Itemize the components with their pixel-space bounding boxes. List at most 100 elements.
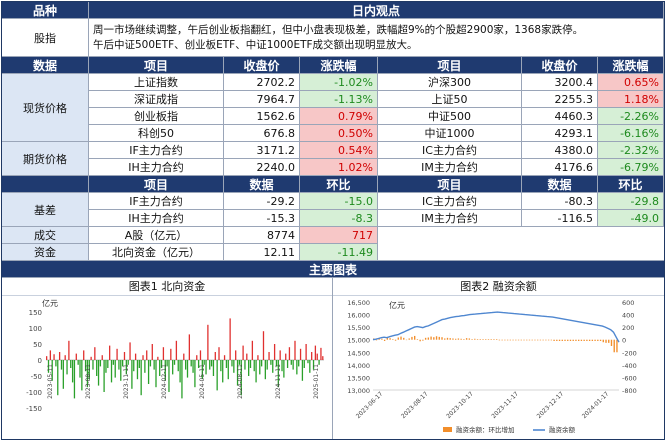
chart1-bar [265, 360, 266, 379]
chart2-bar [529, 340, 530, 341]
chart2-legend-bar-swatch [443, 427, 452, 432]
chart2-bar [471, 339, 472, 340]
futures-left-value: 2240.0 [224, 159, 300, 176]
chart1-bar [129, 342, 130, 360]
chart1-bar [200, 350, 201, 360]
chart2-bar [594, 340, 595, 341]
chart1-bar [226, 360, 227, 368]
chart2-bar [518, 340, 519, 341]
chart1-bar [250, 360, 251, 368]
chart1-xtick: 2023-05-11 [47, 364, 54, 399]
chart2-bar [608, 340, 609, 343]
chart1-bar [272, 360, 273, 373]
chart2-bar [455, 339, 456, 340]
chart1-bar [207, 325, 208, 360]
turnover-hb: 717 [300, 227, 378, 244]
basis-right-value: -116.5 [522, 210, 598, 227]
chart2-bar [603, 340, 604, 343]
spot-right-change: -6.16% [598, 125, 664, 142]
chart2-ytick-right: 400 [622, 312, 634, 320]
chart1-bar [105, 360, 106, 373]
chart1-ytick: -150 [26, 405, 42, 413]
chart1-bar [96, 360, 97, 376]
spot-left-value: 1562.6 [224, 108, 300, 125]
chart2-xtick: 2023-12-17 [536, 390, 566, 420]
spot-left-change: -1.13% [300, 91, 378, 108]
chart2-bar [474, 339, 475, 340]
chart1-bar [229, 318, 230, 360]
chart1-bar [274, 344, 275, 360]
chart2-bar [581, 340, 582, 341]
chart1-bar [137, 360, 138, 379]
chart1-xtick: 2023-11-11 [123, 364, 130, 399]
chart1-bar [115, 360, 116, 378]
chart2-bar [419, 340, 420, 342]
chart2-bar [417, 339, 418, 340]
chart2-bar [512, 340, 513, 341]
variety-header: 品种 [2, 2, 89, 19]
change-header: 涨跌幅 [300, 57, 378, 74]
chart1-bar [320, 348, 321, 360]
chart1-bar [248, 360, 249, 376]
basis-left-value: -15.3 [224, 210, 300, 227]
chart2-bar [381, 339, 382, 340]
spot-right-name: 上证50 [378, 91, 522, 108]
chart1-bar [157, 357, 158, 360]
chart1-bar [261, 360, 262, 366]
chart1-xtick: 2024-05-11 [199, 364, 206, 399]
basis-left-value: -29.2 [224, 193, 300, 210]
chart2-bar [441, 337, 442, 340]
chart2-ytick-right: 200 [622, 324, 634, 332]
spot-right-value: 3200.4 [522, 74, 598, 91]
chart2-bar [507, 340, 508, 341]
chart2-bar [403, 338, 404, 340]
chart1-bar [146, 350, 147, 360]
spot-left-change: 0.50% [300, 125, 378, 142]
chart1-bar [322, 356, 323, 360]
futures-right-change: -2.32% [598, 142, 664, 159]
basis-left-name: IF主力合约 [89, 193, 224, 210]
chart2-bar [534, 340, 535, 341]
chart1-bar [209, 360, 210, 370]
chart2-bar [515, 340, 516, 341]
spot-right-value: 4460.3 [522, 108, 598, 125]
futures-left-change: 1.02% [300, 159, 378, 176]
chart2-ytick-left: 15,500 [347, 324, 370, 332]
chart2-svg: 亿元16,50016,00015,50015,00014,50014,00013… [333, 296, 664, 439]
spot-left-change: 0.79% [300, 108, 378, 125]
chart1-bar [309, 360, 310, 373]
chart1-bar [57, 360, 58, 395]
chart1-bar [83, 350, 84, 360]
chart1-bar [191, 360, 192, 366]
chart2-line [373, 312, 619, 342]
chart1-bar [141, 360, 142, 395]
chart1-bar [135, 354, 136, 360]
chart2-ytick-left: 14,500 [347, 349, 370, 357]
chart2-bar [398, 338, 399, 340]
chart2-bar [458, 338, 459, 339]
chart1-bar [72, 360, 73, 382]
change2-header: 涨跌幅 [598, 57, 664, 74]
item2-header: 项目 [378, 57, 522, 74]
turnover-blank [378, 227, 664, 244]
chart2-bar [480, 339, 481, 340]
turnover-label: 成交 [2, 227, 89, 244]
chart1-bar [224, 355, 225, 360]
chart1-bar [68, 341, 69, 360]
chart2-bar [556, 340, 557, 341]
chart2-bar [589, 340, 590, 341]
chart2-bar [460, 339, 461, 340]
chart2-bar [537, 340, 538, 341]
chart2-bar [616, 340, 617, 353]
close2-header: 收盘价 [522, 57, 598, 74]
chart2-bar [501, 340, 502, 341]
chart1-bar [218, 347, 219, 360]
chart1-bar [292, 360, 293, 370]
